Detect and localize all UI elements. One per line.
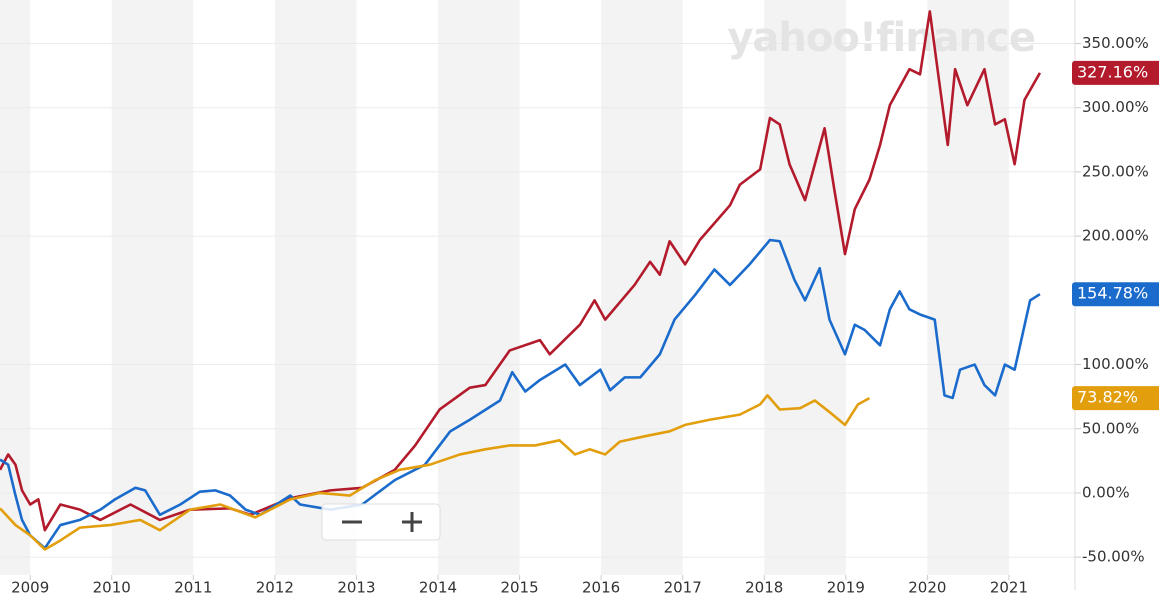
x-tick-label: 2018	[745, 579, 783, 597]
x-tick-label: 2010	[93, 579, 131, 597]
y-tick-label: 50.00%	[1082, 419, 1139, 437]
y-tick-label: 200.00%	[1082, 227, 1149, 245]
series-line	[0, 10, 1042, 532]
y-tick-label: -50.00%	[1082, 548, 1145, 566]
bands	[0, 0, 1081, 590]
year-band	[437, 0, 520, 575]
last-value-label: 327.16%	[1077, 62, 1148, 81]
x-tick-label: 2009	[11, 579, 49, 597]
plot	[0, 10, 1042, 551]
zoom-box	[321, 503, 441, 541]
year-band	[764, 0, 846, 575]
last-value-label: 154.78%	[1077, 284, 1148, 303]
last-value-label: 73.82%	[1077, 388, 1138, 407]
year-band	[601, 0, 683, 575]
x-tick-label: 2011	[174, 579, 212, 597]
last-value-tag	[1072, 60, 1159, 85]
zoom-controls[interactable]	[321, 503, 441, 541]
watermark: yahoo!finance	[727, 15, 1035, 61]
y-tick-label: 350.00%	[1082, 34, 1149, 52]
series-line	[0, 394, 871, 551]
year-band	[0, 0, 31, 575]
y-tick-label: 100.00%	[1082, 355, 1149, 373]
x-tick-label: 2017	[664, 579, 702, 597]
x-tick-label: 2021	[990, 579, 1028, 597]
x-tick-label: 2012	[256, 579, 294, 597]
x-tick-label: 2014	[419, 579, 457, 597]
year-band	[111, 0, 194, 575]
last-value-tag	[1072, 386, 1159, 411]
series-line	[0, 238, 1041, 550]
x-tick-label: 2016	[582, 579, 620, 597]
last-value-tag	[1072, 282, 1159, 307]
x-tick-label: 2020	[908, 579, 946, 597]
x-tick-label: 2013	[337, 579, 375, 597]
y-tick-label: 0.00%	[1082, 483, 1130, 501]
year-band	[274, 0, 357, 575]
y-tick-label: 250.00%	[1082, 162, 1149, 180]
y-tick-label: 300.00%	[1082, 98, 1149, 116]
x-tick-label: 2019	[827, 579, 865, 597]
x-tick-label: 2015	[500, 579, 538, 597]
